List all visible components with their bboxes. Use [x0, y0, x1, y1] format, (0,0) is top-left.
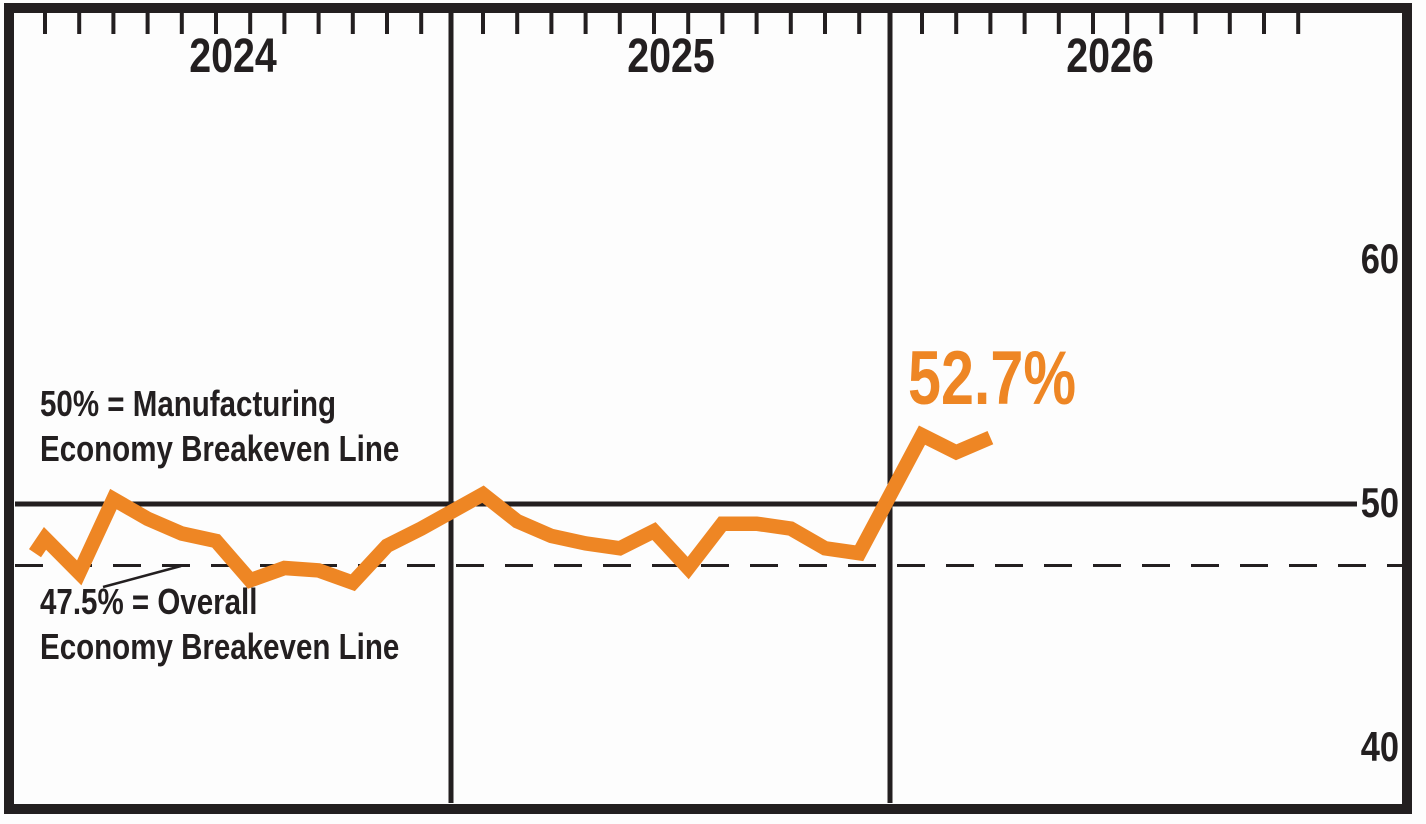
manufacturing-breakeven-line1: 50% = Manufacturing	[40, 383, 337, 424]
latest-value-callout: 52.7%	[908, 336, 1077, 421]
year-label-2024: 2024	[189, 30, 277, 83]
manufacturing-breakeven-line2: Economy Breakeven Line	[40, 428, 400, 469]
overall-breakeven-line2: Economy Breakeven Line	[40, 626, 400, 667]
y-axis-label-50: 50	[1360, 479, 1399, 526]
pmi-series-line	[28, 425, 994, 592]
annotation-pointer-line	[102, 564, 182, 589]
manufacturing-breakeven-annotation: 50% = Manufacturing Economy Breakeven Li…	[40, 381, 399, 471]
year-label-2026: 2026	[1066, 30, 1154, 83]
overall-breakeven-line1: 47.5% = Overall	[40, 581, 258, 622]
chart-frame	[4, 3, 1412, 814]
year-label-2025: 2025	[627, 30, 715, 83]
y-axis-label-40: 40	[1360, 723, 1399, 770]
overall-breakeven-annotation: 47.5% = Overall Economy Breakeven Line	[40, 579, 399, 669]
y-axis-label-60: 60	[1360, 235, 1399, 282]
